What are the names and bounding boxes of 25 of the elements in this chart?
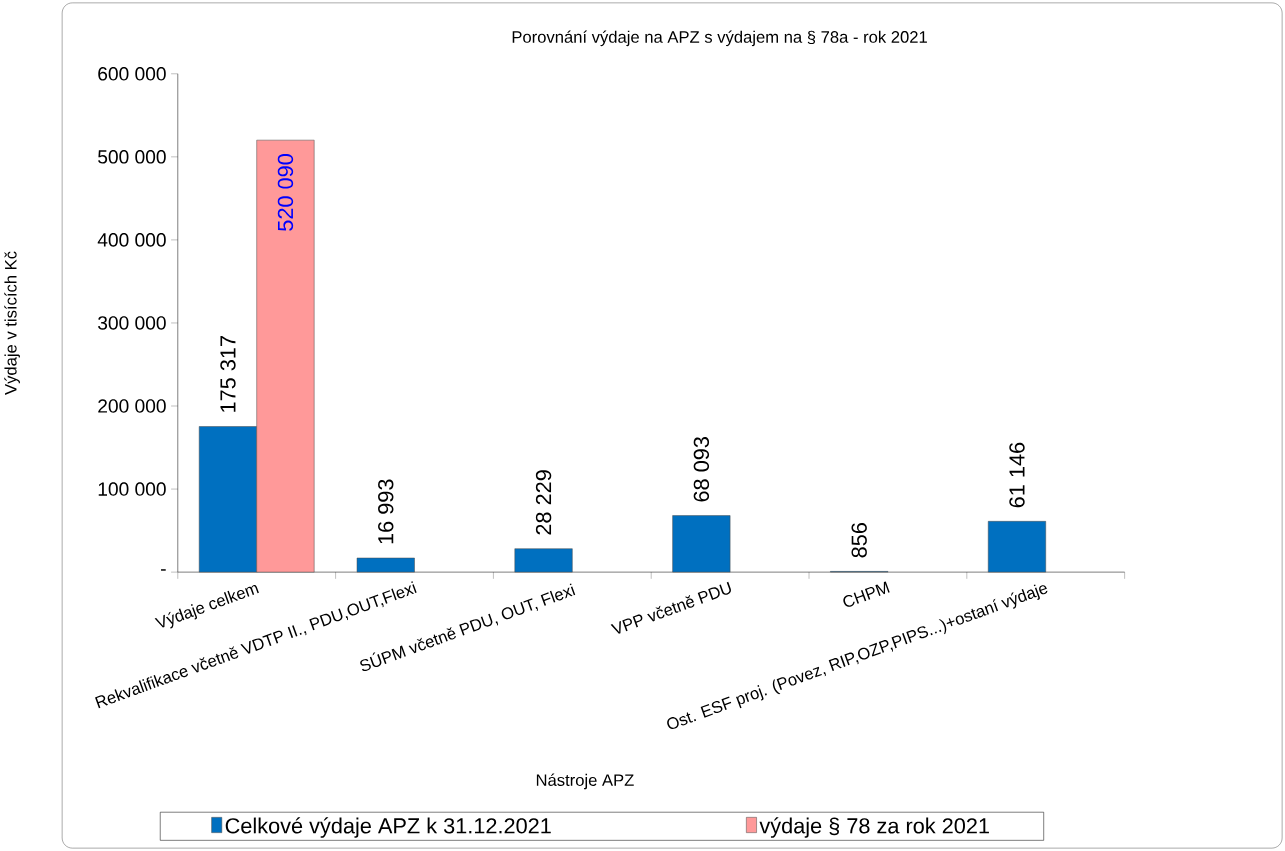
- data-label: 856: [851, 523, 867, 558]
- data-label: 520 090: [277, 154, 294, 231]
- legend-label: výdaje § 78 za rok 2021: [759, 817, 989, 838]
- y-tick-label: 600 000: [98, 67, 166, 81]
- y-tick-label: 100 000: [98, 482, 166, 496]
- data-label: 16 993: [378, 479, 394, 544]
- x-axis-title: Nástroje APZ: [536, 773, 634, 790]
- bar: [987, 521, 1046, 573]
- y-tick-label: 200 000: [98, 399, 166, 413]
- x-tick-label: VPP včetně PDU: [610, 581, 731, 634]
- y-tick-label: 300 000: [98, 316, 166, 330]
- y-tick-label: 400 000: [97, 233, 166, 247]
- bar: [514, 548, 573, 573]
- y-axis-title: Výdaje v tisících Kč: [4, 251, 20, 395]
- data-label: 68 093: [693, 437, 710, 502]
- data-label: 28 229: [535, 470, 552, 535]
- data-label: 61 146: [1009, 442, 1025, 508]
- legend-label: Celkové výdaje APZ k 31.12.2021: [225, 817, 551, 838]
- data-label: 175 317: [220, 336, 236, 412]
- y-tick-label: -: [161, 569, 166, 571]
- bar: [672, 515, 731, 573]
- y-tick-label: 500 000: [98, 150, 166, 164]
- x-tick-label: Výdaje celkem: [154, 584, 259, 629]
- bar: [356, 557, 415, 573]
- chart-title: Porovnání výdaje na APZ s výdajem na § 78a - rok 2021: [512, 30, 927, 47]
